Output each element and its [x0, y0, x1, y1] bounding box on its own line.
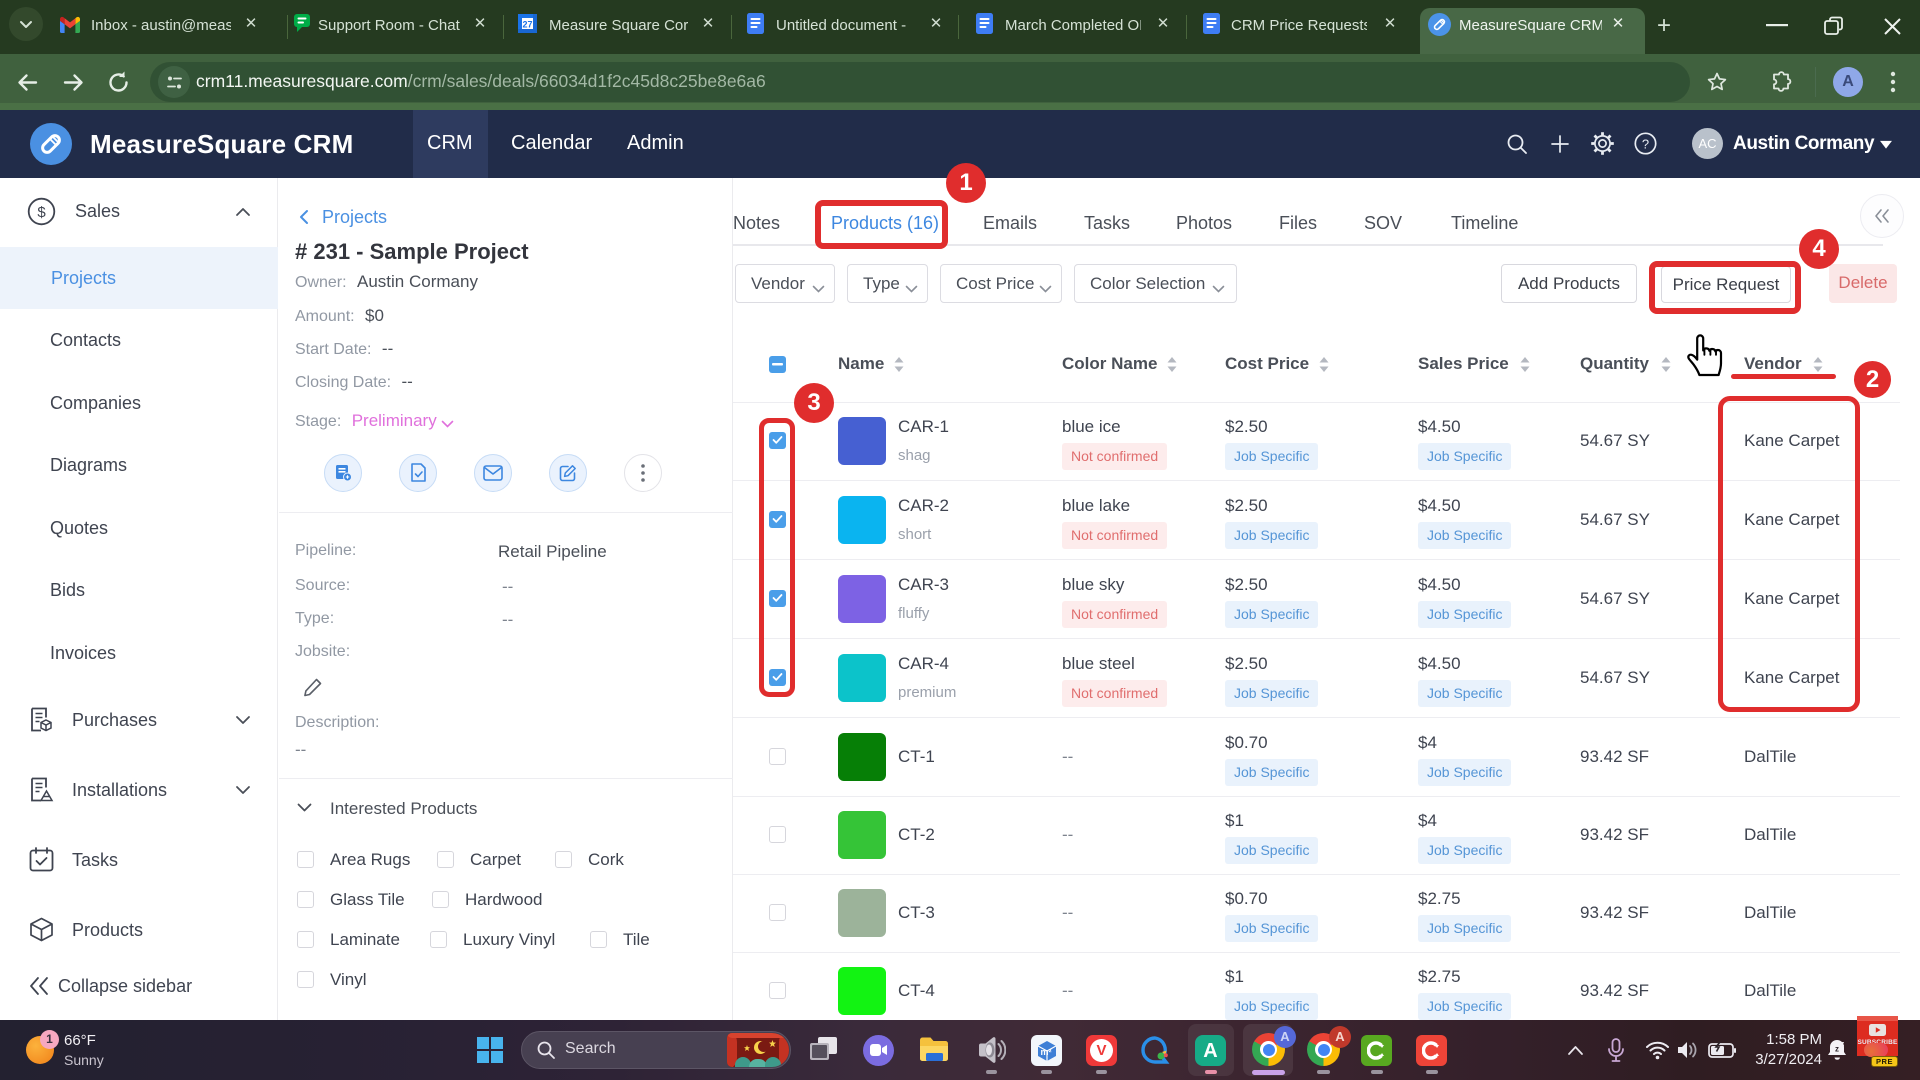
svg-text:$: $ [37, 204, 46, 221]
svg-text:27: 27 [522, 20, 532, 30]
svg-text:z: z [1841, 1041, 1845, 1048]
svg-text:z: z [1835, 1045, 1839, 1054]
svg-text:?: ? [1642, 136, 1649, 151]
svg-text:m²: m² [1041, 1047, 1052, 1057]
